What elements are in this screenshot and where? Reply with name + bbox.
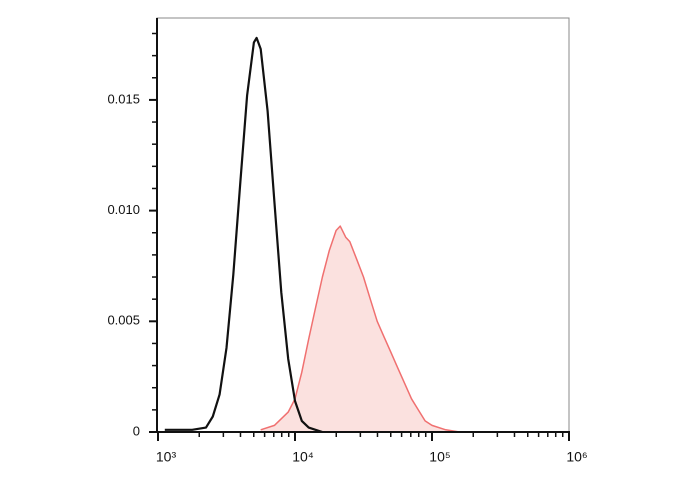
y-tick-label: 0.015 — [107, 91, 140, 106]
x-tick-label: 10³ — [156, 449, 177, 465]
x-tick-label: 10⁴ — [292, 449, 314, 465]
line — [260, 225, 460, 433]
y-tick-label: 0.005 — [107, 313, 140, 328]
x-tick-label: 10⁶ — [566, 449, 587, 465]
line — [164, 36, 323, 434]
y-tick-label: 0.010 — [107, 202, 140, 217]
y-tick-label: 0 — [133, 423, 140, 438]
x-tick-label: 10⁵ — [429, 449, 450, 465]
area — [260, 226, 460, 432]
